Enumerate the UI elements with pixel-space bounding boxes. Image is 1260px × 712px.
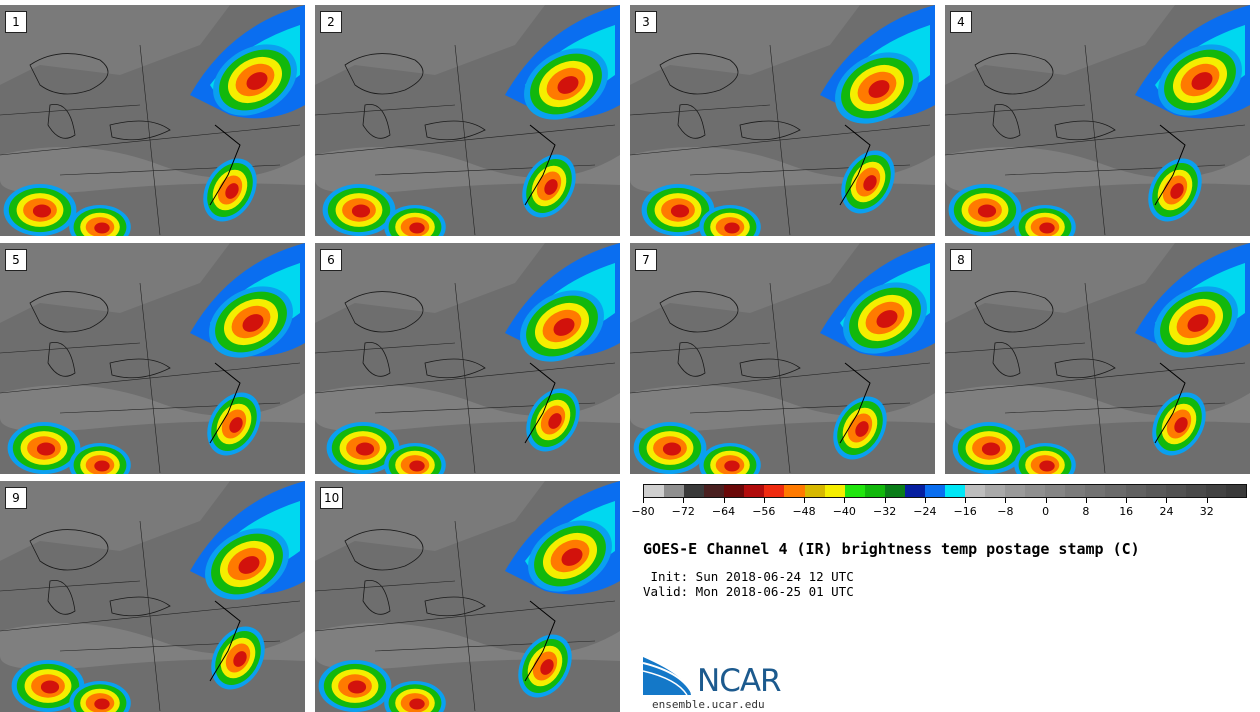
colorbar-segment bbox=[784, 485, 805, 497]
colorbar-segment bbox=[1225, 485, 1246, 497]
postage-stamp-panel: 6 bbox=[315, 243, 620, 474]
valid-time: Valid: Mon 2018-06-25 01 UTC bbox=[643, 584, 854, 599]
colorbar-ticks: −80 −72 −64 −56 −48 −40 −32 −24 −16 −8 0 8 16 24 32 bbox=[631, 498, 1247, 518]
colorbar-tick bbox=[643, 498, 644, 503]
panel-number-label: 6 bbox=[320, 249, 342, 271]
colorbar-tick-label: 24 bbox=[1159, 505, 1174, 518]
colorbar-segment bbox=[904, 485, 925, 497]
postage-stamp-panel: 4 bbox=[945, 5, 1250, 236]
colorbar-tick-label: 16 bbox=[1119, 505, 1134, 518]
panel-number-label: 3 bbox=[635, 11, 657, 33]
colorbar-segment bbox=[1205, 485, 1226, 497]
colorbar-segment bbox=[704, 485, 725, 497]
colorbar-segment bbox=[1025, 485, 1046, 497]
colorbar-segment bbox=[884, 485, 905, 497]
panel-number-label: 7 bbox=[635, 249, 657, 271]
colorbar-segment bbox=[844, 485, 865, 497]
colorbar-tick bbox=[1045, 498, 1047, 503]
panel-number-label: 5 bbox=[5, 249, 27, 271]
colorbar-tick-label: −32 bbox=[872, 505, 897, 518]
colorbar-segment bbox=[724, 485, 745, 497]
colorbar-segment bbox=[684, 485, 705, 497]
colorbar-tick bbox=[1166, 498, 1168, 503]
panel-number-label: 8 bbox=[950, 249, 972, 271]
colorbar-segment bbox=[1125, 485, 1146, 497]
ncar-logo-text: NCAR bbox=[697, 663, 782, 699]
colorbar-tick bbox=[844, 498, 846, 503]
colorbar-segment bbox=[1185, 485, 1206, 497]
colorbar-tick bbox=[965, 498, 967, 503]
colorbar-tick-label: −48 bbox=[792, 505, 816, 518]
colorbar-tick-label: −80 bbox=[631, 505, 655, 518]
colorbar-segment bbox=[944, 485, 965, 497]
colorbar-tick bbox=[804, 498, 806, 503]
colorbar-tick-label: −8 bbox=[997, 505, 1014, 518]
colorbar-segment bbox=[804, 485, 825, 497]
colorbar-segment bbox=[1145, 485, 1166, 497]
postage-stamp-panel: 8 bbox=[945, 243, 1250, 474]
colorbar-segment bbox=[1005, 485, 1026, 497]
colorbar-tick bbox=[763, 498, 765, 503]
colorbar-segment bbox=[864, 485, 885, 497]
ncar-logo-icon bbox=[643, 657, 694, 696]
colorbar-segment bbox=[924, 485, 945, 497]
postage-stamp-panel: 2 bbox=[315, 5, 620, 236]
colorbar-tick-label: −56 bbox=[752, 505, 776, 518]
panel-number-label: 1 bbox=[5, 11, 27, 33]
colorbar-segment bbox=[1085, 485, 1106, 497]
colorbar-segment bbox=[644, 485, 665, 497]
colorbar-segment bbox=[985, 485, 1006, 497]
colorbar-tick-label: 8 bbox=[1082, 505, 1090, 518]
colorbar-tick bbox=[683, 498, 685, 503]
colorbar-segment bbox=[1045, 485, 1066, 497]
colorbar-segment bbox=[764, 485, 785, 497]
postage-stamp-panel: 10 bbox=[315, 481, 620, 712]
colorbar-tick bbox=[1085, 498, 1087, 503]
colorbar-segment bbox=[1105, 485, 1126, 497]
colorbar-tick-label: −64 bbox=[711, 505, 736, 518]
init-time: Init: Sun 2018-06-24 12 UTC bbox=[643, 569, 854, 584]
chart-title: GOES-E Channel 4 (IR) brightness temp po… bbox=[643, 540, 1140, 558]
colorbar-segment bbox=[664, 485, 685, 497]
colorbar-tick-label: −16 bbox=[953, 505, 977, 518]
colorbar-segment bbox=[1165, 485, 1186, 497]
website-link[interactable]: ensemble.ucar.edu bbox=[652, 698, 765, 711]
panel-number-label: 10 bbox=[320, 487, 344, 509]
postage-stamp-panel: 7 bbox=[630, 243, 935, 474]
colorbar-tick bbox=[924, 498, 926, 503]
postage-stamp-panel: 9 bbox=[0, 481, 305, 712]
colorbar-tick-label: −40 bbox=[832, 505, 856, 518]
colorbar-tick bbox=[884, 498, 886, 503]
panel-number-label: 2 bbox=[320, 11, 342, 33]
panel-number-label: 9 bbox=[5, 487, 27, 509]
colorbar-segment bbox=[824, 485, 845, 497]
colorbar-segment bbox=[744, 485, 765, 497]
colorbar-tick-label: 32 bbox=[1199, 505, 1214, 518]
colorbar-tick bbox=[723, 498, 725, 503]
panel-number-label: 4 bbox=[950, 11, 972, 33]
colorbar-tick-label: 0 bbox=[1042, 505, 1050, 518]
colorbar-segment bbox=[1065, 485, 1086, 497]
temperature-colorbar bbox=[643, 484, 1247, 498]
colorbar-tick bbox=[1126, 498, 1128, 503]
colorbar-segment bbox=[965, 485, 986, 497]
postage-stamp-panel: 1 bbox=[0, 5, 305, 236]
colorbar-tick-label: −24 bbox=[913, 505, 937, 518]
postage-stamp-panel: 5 bbox=[0, 243, 305, 474]
colorbar-tick bbox=[1206, 498, 1208, 503]
postage-stamp-panel: 3 bbox=[630, 5, 935, 236]
colorbar-tick-label: −72 bbox=[671, 505, 695, 518]
colorbar-tick bbox=[1005, 498, 1007, 503]
